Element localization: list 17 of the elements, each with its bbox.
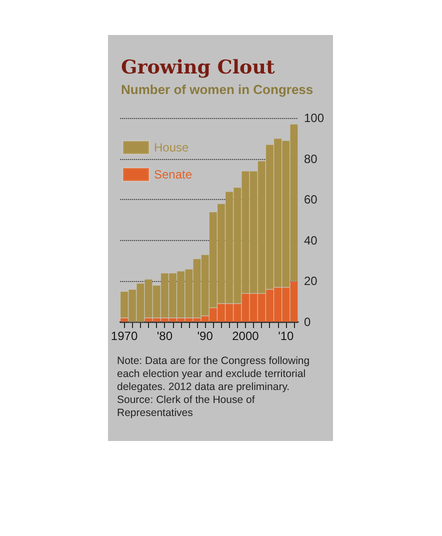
x-tick-label: '10: [278, 329, 294, 343]
x-tick-label: '80: [156, 329, 173, 343]
y-tick-label: 100: [304, 111, 324, 125]
y-tick-label: 0: [304, 315, 311, 329]
source-note: Source: Clerk of the House of Representatives: [117, 394, 256, 420]
y-tick-label: 20: [304, 274, 318, 288]
text: Note: Data are for the Congress following each election year and exclude territorial delegates. 2012 data are preliminary.: [117, 355, 311, 394]
chart-subtitle: Number of women in Congress: [121, 82, 314, 97]
y-tick-label: 80: [304, 152, 318, 166]
chart-title: Growing Clout: [121, 56, 276, 78]
x-tick-label: 1970: [110, 329, 138, 343]
y-tick-label: 40: [304, 233, 318, 248]
x-tick-label: '90: [197, 329, 214, 343]
x-tick-label: 2000: [232, 329, 260, 343]
legend-label: House: [154, 140, 190, 154]
legend-label: Senate: [154, 168, 192, 182]
y-tick-label: 60: [304, 192, 318, 207]
